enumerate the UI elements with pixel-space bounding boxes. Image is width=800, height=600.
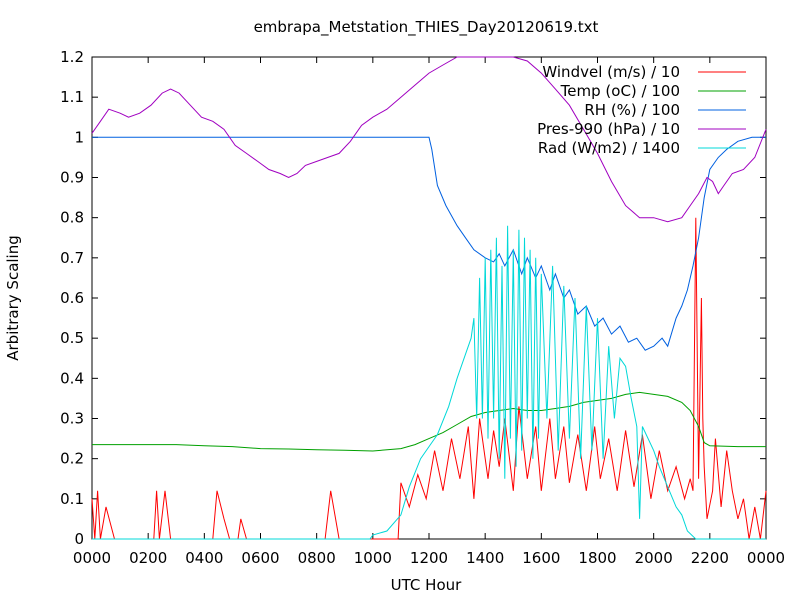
y-axis-label: Arbitrary Scaling [4, 235, 22, 361]
y-axis: 0 0.1 0.2 0.3 0.4 0.5 0.6 0.7 0.8 0.9 1 1.1 1.2 [60, 48, 766, 548]
x-tick-label: 1800 [578, 549, 616, 567]
y-tick-label: 0 [74, 530, 84, 548]
x-tick-label: 1600 [522, 549, 560, 567]
y-tick-label: 0.3 [60, 410, 84, 428]
chart-title: embrapa_Metstation_THIES_Day20120619.txt [254, 18, 599, 37]
y-tick-label: 1 [74, 128, 84, 146]
y-tick-label: 1.1 [60, 88, 84, 106]
x-tick-label: 0800 [298, 549, 336, 567]
y-tick-label: 0.4 [60, 369, 84, 387]
x-tick-label: 1200 [410, 549, 448, 567]
legend-label: Pres-990 (hPa) / 10 [537, 120, 680, 138]
y-tick-label: 0.2 [60, 450, 84, 468]
x-axis: 0000 0200 0400 0600 0800 1000 1200 1400 1600 1800… [73, 57, 785, 567]
series-lines [91, 56, 767, 540]
x-tick-label: 0000 [747, 549, 785, 567]
legend-label: Rad (W/m2) / 1400 [538, 139, 680, 157]
series-line-windvel-m-s-10 [91, 217, 767, 540]
y-tick-label: 0.9 [60, 169, 84, 187]
series-line-pres-990-hpa-10 [91, 56, 767, 223]
legend-label: Windvel (m/s) / 10 [542, 63, 680, 81]
y-tick-label: 0.8 [60, 209, 84, 227]
x-tick-label: 2200 [691, 549, 729, 567]
y-tick-label: 0.6 [60, 289, 84, 307]
x-tick-label: 0200 [129, 549, 167, 567]
y-tick-label: 0.7 [60, 249, 84, 267]
x-tick-label: 1000 [354, 549, 392, 567]
series-line-rh-100 [92, 136, 766, 351]
y-tick-label: 0.5 [60, 329, 84, 347]
y-tick-label: 1.2 [60, 48, 84, 66]
x-tick-label: 0000 [73, 549, 111, 567]
x-tick-label: 0600 [241, 549, 279, 567]
y-tick-label: 0.1 [60, 490, 84, 508]
x-tick-label: 1400 [466, 549, 504, 567]
legend-label: Temp (oC) / 100 [560, 82, 680, 100]
series-line-rad-w-m2-1400 [92, 225, 766, 540]
x-tick-label: 2000 [635, 549, 673, 567]
x-axis-label: UTC Hour [391, 576, 462, 594]
legend-label: RH (%) / 100 [584, 101, 680, 119]
series-line-temp-oc-100 [92, 391, 766, 452]
x-tick-label: 0400 [185, 549, 223, 567]
